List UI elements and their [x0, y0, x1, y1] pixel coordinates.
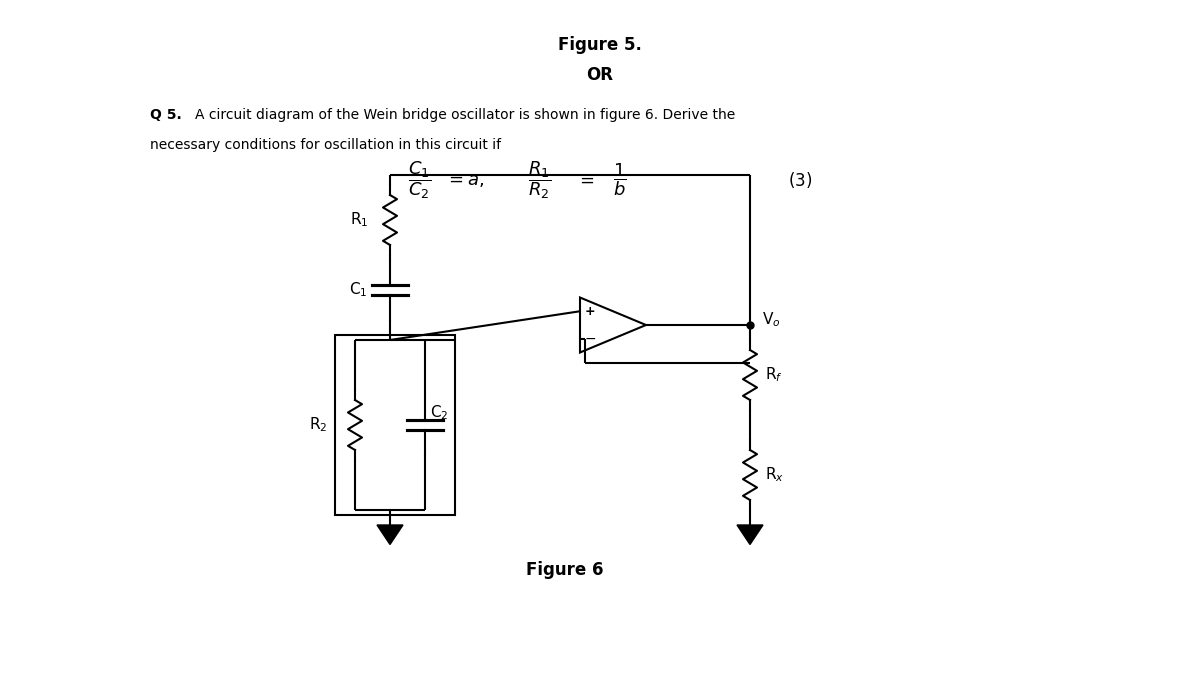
Text: −: − [584, 331, 596, 346]
Text: $\dfrac{R_1}{R_2}$: $\dfrac{R_1}{R_2}$ [528, 159, 552, 201]
Text: V$_o$: V$_o$ [762, 310, 781, 329]
Text: $=$: $=$ [576, 171, 594, 189]
Text: +: + [584, 304, 595, 318]
Polygon shape [737, 525, 763, 545]
Text: OR: OR [587, 66, 613, 84]
Text: R$_1$: R$_1$ [349, 211, 368, 230]
Text: R$_x$: R$_x$ [766, 466, 784, 485]
Text: $\dfrac{1}{b}$: $\dfrac{1}{b}$ [613, 162, 626, 198]
Polygon shape [377, 525, 403, 545]
Text: $= a,$: $= a,$ [445, 171, 485, 189]
Text: $\dfrac{C_1}{C_2}$: $\dfrac{C_1}{C_2}$ [408, 159, 432, 201]
Text: R$_f$: R$_f$ [766, 366, 782, 384]
Text: A circuit diagram of the Wein bridge oscillator is shown in figure 6. Derive the: A circuit diagram of the Wein bridge osc… [194, 108, 736, 122]
Text: Figure 5.: Figure 5. [558, 36, 642, 54]
Text: $(3)$: $(3)$ [788, 170, 812, 190]
Text: C$_2$: C$_2$ [430, 404, 449, 423]
Text: R$_2$: R$_2$ [308, 416, 326, 434]
Text: C$_1$: C$_1$ [349, 281, 368, 299]
Text: Q 5.: Q 5. [150, 108, 181, 122]
Text: Figure 6: Figure 6 [527, 561, 604, 579]
Bar [335, 335, 455, 515]
Text: necessary conditions for oscillation in this circuit if: necessary conditions for oscillation in … [150, 138, 502, 152]
